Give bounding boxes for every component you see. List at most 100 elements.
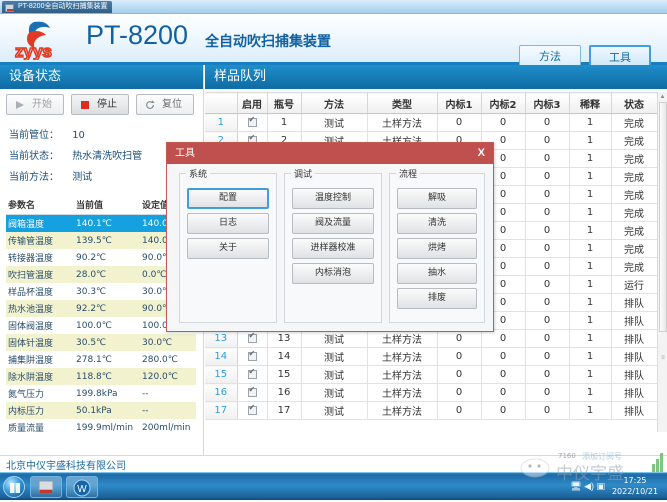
- queue-col-内标1[interactable]: 内标1: [437, 92, 482, 114]
- internal-standard-3[interactable]: 0: [525, 257, 570, 276]
- dilution-factor[interactable]: 1: [569, 275, 612, 294]
- dilution-factor[interactable]: 1: [569, 347, 612, 366]
- method-name[interactable]: 测试: [301, 383, 368, 402]
- internal-standard-2[interactable]: 0: [481, 113, 526, 132]
- bottle-number[interactable]: 17: [267, 401, 302, 420]
- row-index[interactable]: 14: [205, 347, 238, 366]
- bake-button[interactable]: 烘烤: [397, 238, 477, 259]
- dilution-factor[interactable]: 1: [569, 203, 612, 222]
- table-row[interactable]: 1515测试土样方法0001排队: [205, 365, 658, 384]
- internal-standard-3[interactable]: 0: [525, 203, 570, 222]
- dilution-factor[interactable]: 1: [569, 401, 612, 420]
- bottle-number[interactable]: 15: [267, 365, 302, 384]
- table-row[interactable]: 1313测试土样方法0001排队: [205, 329, 658, 348]
- queue-col-启用[interactable]: 启用: [237, 92, 268, 114]
- internal-standard-1[interactable]: 0: [437, 347, 482, 366]
- internal-standard-2[interactable]: 0: [481, 365, 526, 384]
- parameter-row[interactable]: 固体针温度 30.5℃ 30.0℃: [6, 334, 196, 351]
- dilution-factor[interactable]: 1: [569, 329, 612, 348]
- valve-flow-button[interactable]: 阀及流量: [292, 213, 374, 234]
- dilution-factor[interactable]: 1: [569, 149, 612, 168]
- internal-standard-1[interactable]: 0: [437, 401, 482, 420]
- table-row[interactable]: 11测试土样方法0001完成: [205, 113, 658, 132]
- method-name[interactable]: 测试: [301, 365, 368, 384]
- start-button[interactable]: 开始: [6, 94, 64, 115]
- stop-button[interactable]: 停止: [71, 94, 129, 115]
- internal-standard-3[interactable]: 0: [525, 167, 570, 186]
- internal-standard-3[interactable]: 0: [525, 185, 570, 204]
- method-name[interactable]: 测试: [301, 401, 368, 420]
- injector-calibration-button[interactable]: 进样器校准: [292, 238, 374, 259]
- enable-checkbox[interactable]: [247, 385, 257, 397]
- table-row[interactable]: 1717测试土样方法0001排队: [205, 401, 658, 420]
- dilution-factor[interactable]: 1: [569, 239, 612, 258]
- enable-checkbox[interactable]: [247, 403, 257, 415]
- scroll-up-arrow[interactable]: ▲: [659, 94, 666, 100]
- parameter-row[interactable]: 热水池温度 92.2℃ 90.0℃: [6, 300, 196, 317]
- about-button[interactable]: 关于: [187, 238, 269, 259]
- log-button[interactable]: 日志: [187, 213, 269, 234]
- row-index[interactable]: 16: [205, 383, 238, 402]
- parameter-row[interactable]: 内标压力 50.1kPa --: [6, 402, 196, 419]
- internal-standard-3[interactable]: 0: [525, 329, 570, 348]
- method-name[interactable]: 测试: [301, 329, 368, 348]
- enable-cell[interactable]: [237, 365, 268, 384]
- queue-col-内标3[interactable]: 内标3: [525, 92, 570, 114]
- internal-standard-3[interactable]: 0: [525, 131, 570, 150]
- enable-cell[interactable]: [237, 401, 268, 420]
- enable-checkbox[interactable]: [247, 331, 257, 343]
- config-button[interactable]: 配置: [187, 188, 269, 209]
- table-row[interactable]: 1616测试土样方法0001排队: [205, 383, 658, 402]
- dilution-factor[interactable]: 1: [569, 131, 612, 150]
- dilution-factor[interactable]: 1: [569, 185, 612, 204]
- table-row[interactable]: 1414测试土样方法0001排队: [205, 347, 658, 366]
- parameter-row[interactable]: 氮气压力 199.8kPa --: [6, 385, 196, 402]
- pump-water-button[interactable]: 抽水: [397, 263, 477, 284]
- internal-standard-3[interactable]: 0: [525, 383, 570, 402]
- queue-col-rowheader[interactable]: [205, 92, 238, 114]
- dilution-factor[interactable]: 1: [569, 365, 612, 384]
- parameter-row[interactable]: 捕集阱温度 278.1℃ 280.0℃: [6, 351, 196, 368]
- sample-type[interactable]: 土样方法: [367, 365, 438, 384]
- enable-checkbox[interactable]: [247, 115, 257, 127]
- internal-standard-3[interactable]: 0: [525, 347, 570, 366]
- row-index[interactable]: 15: [205, 365, 238, 384]
- tray-icons[interactable]: 🖥 ◀) ▣: [570, 481, 605, 491]
- internal-standard-3[interactable]: 0: [525, 293, 570, 312]
- queue-col-状态[interactable]: 状态: [611, 92, 658, 114]
- internal-standard-3[interactable]: 0: [525, 275, 570, 294]
- drain-waste-button[interactable]: 排废: [397, 288, 477, 309]
- queue-col-类型[interactable]: 类型: [367, 92, 438, 114]
- dilution-factor[interactable]: 1: [569, 167, 612, 186]
- enable-cell[interactable]: [237, 347, 268, 366]
- row-index[interactable]: 1: [205, 113, 238, 132]
- internal-standard-1[interactable]: 0: [437, 329, 482, 348]
- parameter-row[interactable]: 除水阱温度 118.8℃ 120.0℃: [6, 368, 196, 385]
- queue-vertical-scrollbar[interactable]: ▲ ≡: [657, 92, 667, 432]
- internal-standard-2[interactable]: 0: [481, 347, 526, 366]
- enable-checkbox[interactable]: [247, 349, 257, 361]
- parameter-row[interactable]: 样品杯温度 30.3℃ 30.0℃: [6, 283, 196, 300]
- dilution-factor[interactable]: 1: [569, 221, 612, 240]
- internal-standard-3[interactable]: 0: [525, 149, 570, 168]
- internal-standard-2[interactable]: 0: [481, 383, 526, 402]
- parameter-row[interactable]: 转接器温度 90.2℃ 90.0℃: [6, 249, 196, 266]
- taskbar-item-wps[interactable]: W: [66, 476, 98, 498]
- temperature-control-button[interactable]: 温度控制: [292, 188, 374, 209]
- internal-standard-1[interactable]: 0: [437, 113, 482, 132]
- clean-button[interactable]: 清洗: [397, 213, 477, 234]
- row-index[interactable]: 13: [205, 329, 238, 348]
- sample-type[interactable]: 土样方法: [367, 113, 438, 132]
- windows-start-icon[interactable]: [3, 476, 25, 498]
- internal-standard-3[interactable]: 0: [525, 311, 570, 330]
- enable-cell[interactable]: [237, 383, 268, 402]
- dilution-factor[interactable]: 1: [569, 257, 612, 276]
- bottle-number[interactable]: 16: [267, 383, 302, 402]
- queue-col-方法[interactable]: 方法: [301, 92, 368, 114]
- dilution-factor[interactable]: 1: [569, 383, 612, 402]
- internal-standard-3[interactable]: 0: [525, 365, 570, 384]
- sample-type[interactable]: 土样方法: [367, 383, 438, 402]
- internal-standard-3[interactable]: 0: [525, 401, 570, 420]
- internal-standard-2[interactable]: 0: [481, 329, 526, 348]
- method-name[interactable]: 测试: [301, 347, 368, 366]
